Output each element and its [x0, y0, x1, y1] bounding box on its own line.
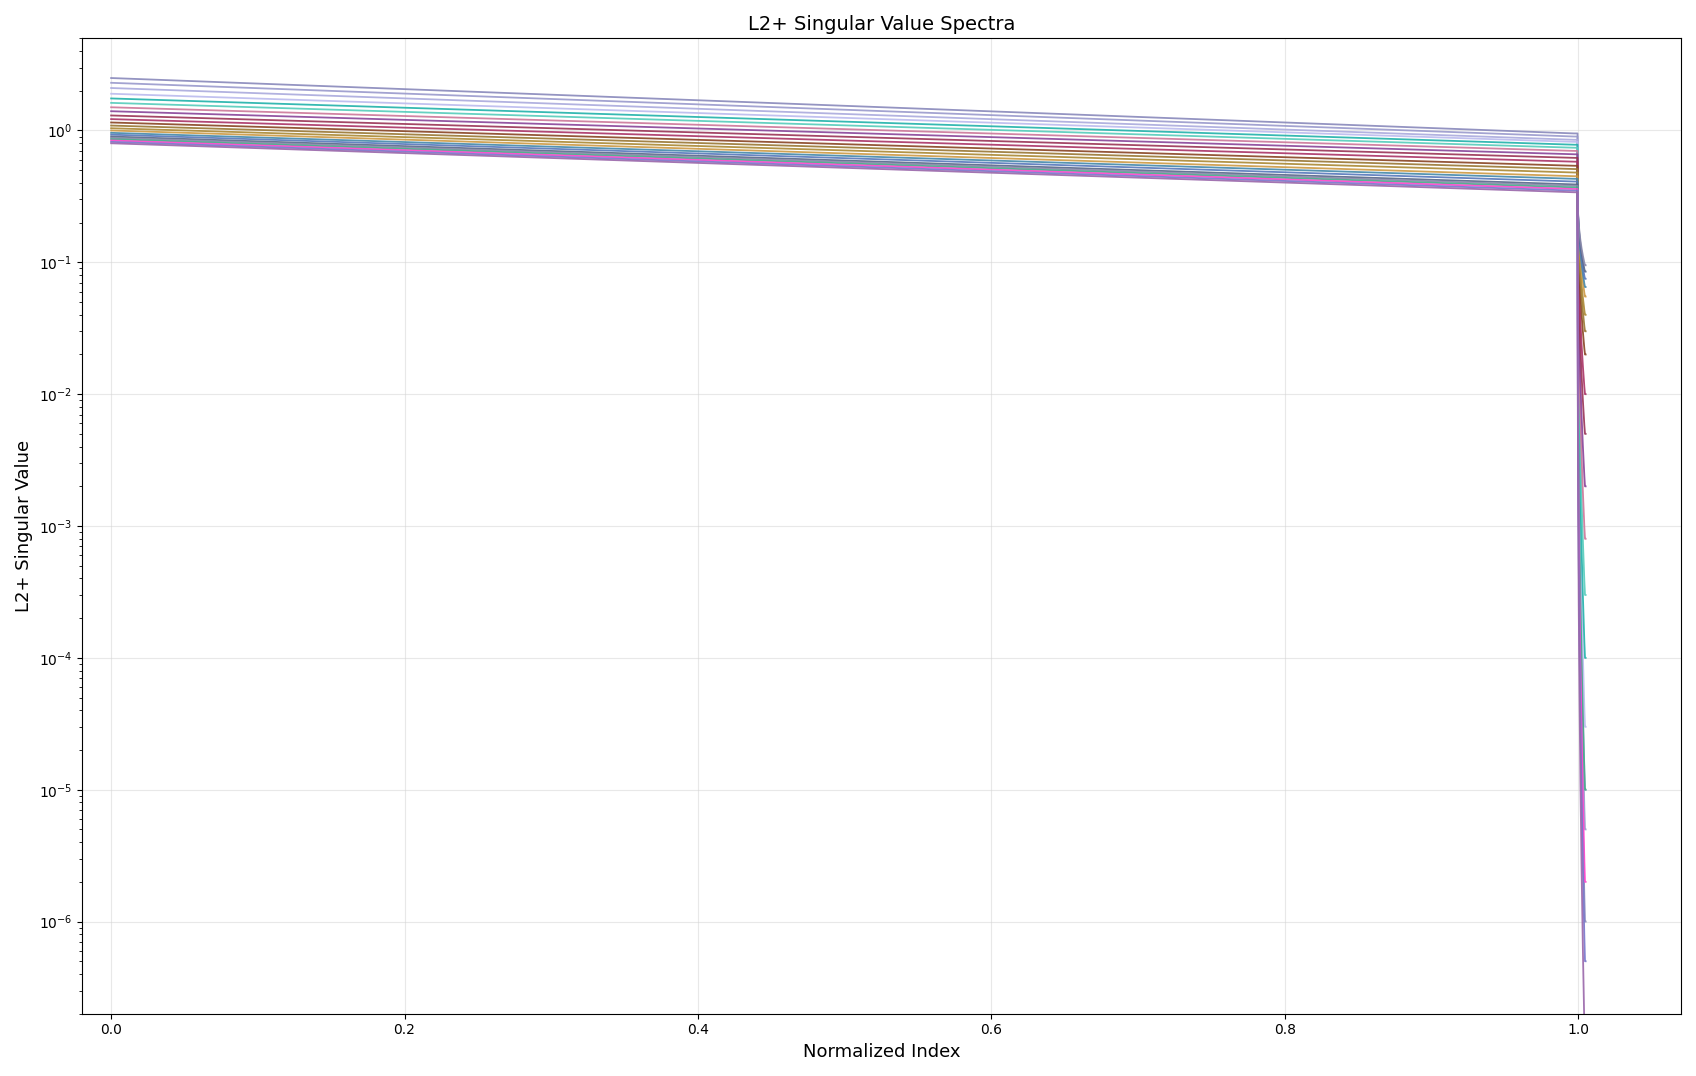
Y-axis label: L2+ Singular Value: L2+ Singular Value — [15, 440, 32, 612]
Title: L2+ Singular Value Spectra: L2+ Singular Value Spectra — [748, 15, 1016, 34]
X-axis label: Normalized Index: Normalized Index — [802, 1043, 960, 1061]
